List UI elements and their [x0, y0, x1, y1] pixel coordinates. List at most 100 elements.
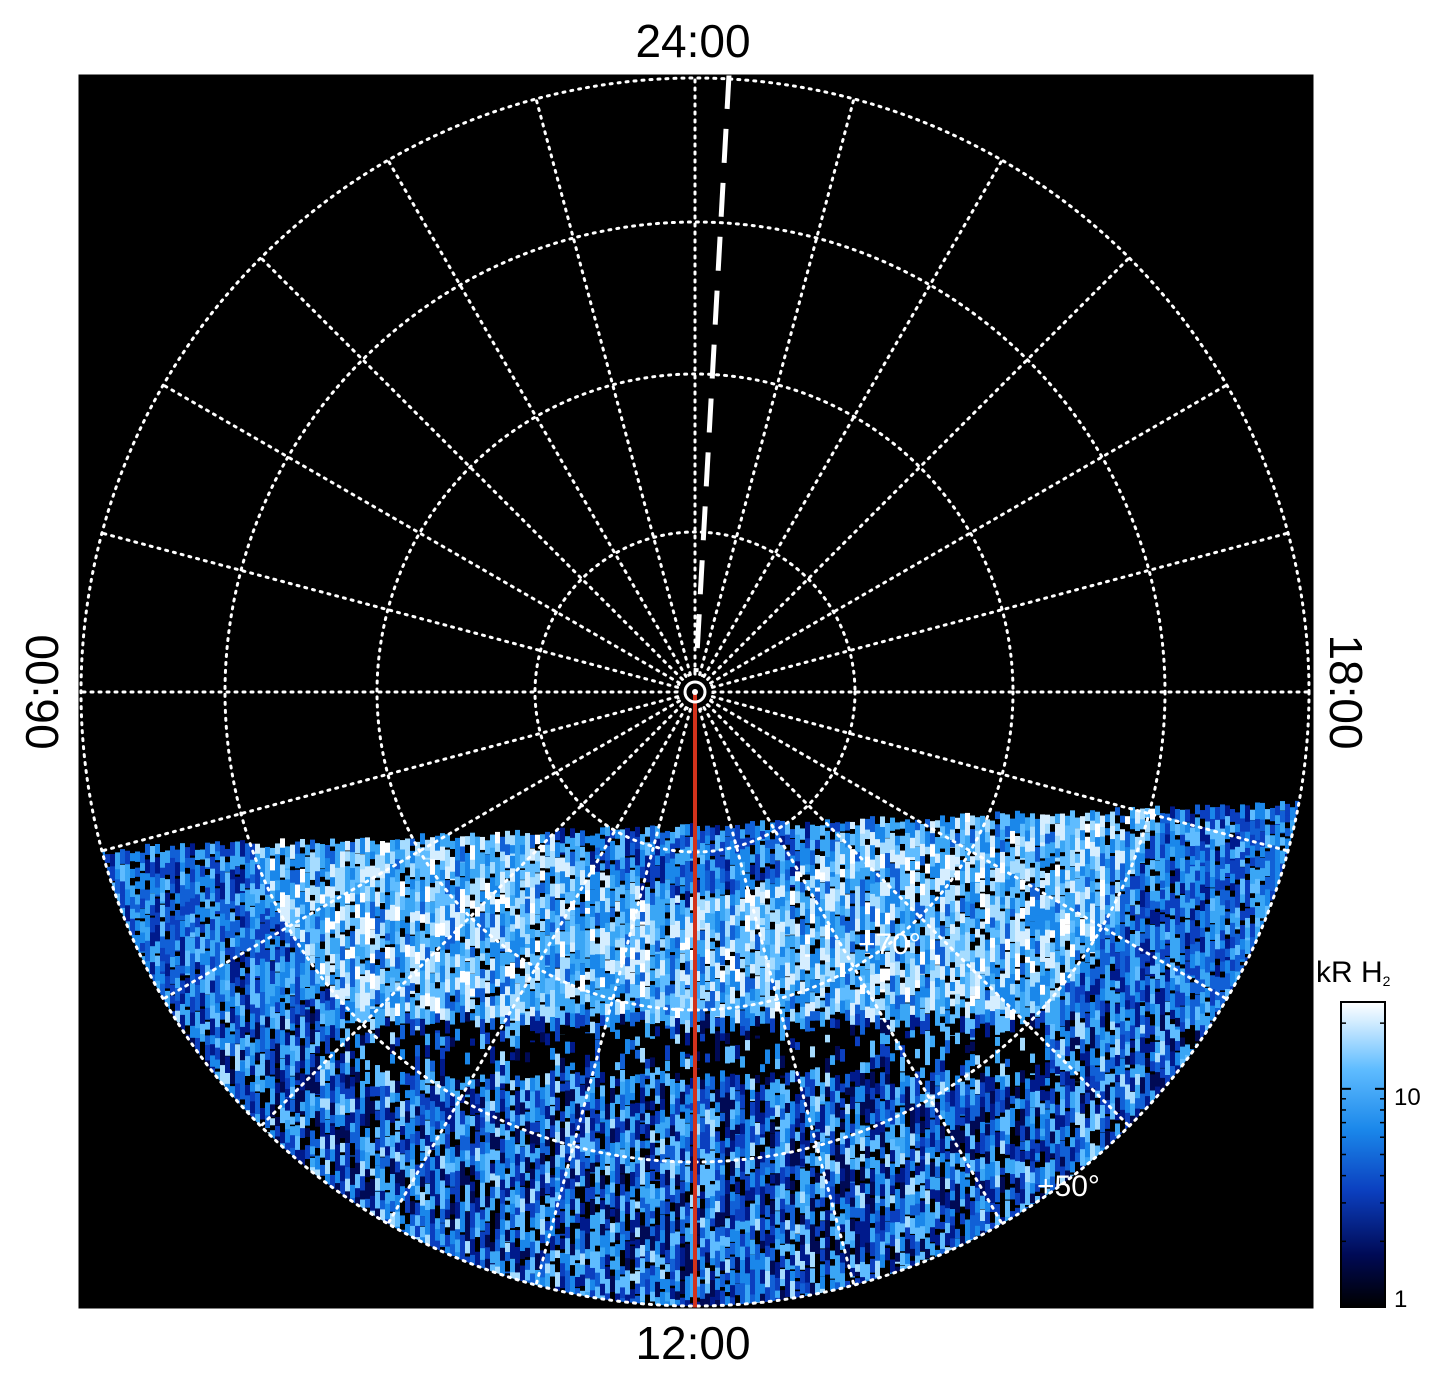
emission-cell: [415, 1307, 420, 1331]
emission-cell: [380, 1072, 385, 1087]
emission-cell: [500, 1123, 505, 1136]
emission-cell: [715, 1250, 720, 1270]
emission-cell: [220, 1023, 225, 1048]
emission-cell: [425, 1033, 430, 1048]
emission-cell: [725, 1194, 730, 1209]
emission-cell: [450, 1244, 455, 1257]
emission-cell: [310, 900, 315, 911]
emission-cell: [365, 1060, 370, 1070]
emission-cell: [700, 886, 705, 897]
emission-cell: [450, 1172, 455, 1187]
emission-cell: [570, 1028, 575, 1037]
emission-cell: [720, 1042, 725, 1067]
emission-cell: [550, 1016, 555, 1032]
emission-cell: [645, 1084, 650, 1097]
emission-cell: [620, 1174, 625, 1189]
emission-cell: [465, 1115, 470, 1128]
emission-cell: [700, 1191, 705, 1199]
emission-cell: [435, 961, 440, 982]
emission-cell: [480, 1219, 485, 1231]
emission-cell: [210, 1005, 215, 1032]
emission-cell: [510, 1080, 515, 1091]
emission-cell: [620, 1234, 625, 1253]
emission-cell: [435, 908, 440, 932]
emission-cell: [750, 1172, 755, 1196]
emission-cell: [305, 1145, 310, 1162]
emission-cell: [380, 968, 385, 993]
emission-cell: [700, 920, 705, 929]
emission-cell: [315, 1155, 320, 1180]
emission-cell: [740, 1283, 745, 1301]
emission-cell: [685, 846, 690, 862]
emission-cell: [220, 856, 225, 882]
emission-cell: [545, 1006, 550, 1031]
emission-cell: [260, 1053, 265, 1064]
emission-cell: [665, 1014, 670, 1026]
emission-cell: [420, 930, 425, 945]
emission-cell: [450, 840, 455, 849]
emission-cell: [195, 985, 200, 1011]
emission-cell: [490, 1005, 495, 1024]
emission-cell: [310, 955, 315, 964]
emission-cell: [390, 933, 395, 945]
emission-cell: [440, 1120, 445, 1130]
emission-cell: [335, 938, 340, 965]
emission-cell: [405, 1187, 410, 1206]
emission-cell: [670, 869, 675, 884]
emission-cell: [330, 965, 335, 973]
emission-cell: [485, 1054, 490, 1066]
emission-cell: [660, 1269, 665, 1281]
emission-cell: [540, 855, 545, 869]
emission-cell: [275, 1105, 280, 1120]
emission-cell: [445, 866, 450, 879]
emission-cell: [735, 1283, 740, 1296]
emission-cell: [475, 1131, 480, 1149]
emission-cell: [695, 1134, 700, 1152]
emission-cell: [615, 960, 620, 983]
emission-cell: [330, 1102, 335, 1126]
emission-cell: [695, 849, 700, 858]
emission-cell: [610, 1192, 615, 1208]
emission-cell: [755, 1276, 760, 1297]
emission-cell: [655, 1026, 660, 1038]
emission-cell: [370, 1018, 375, 1030]
emission-cell: [630, 1246, 635, 1272]
emission-cell: [325, 1000, 330, 1014]
emission-cell: [570, 915, 575, 927]
emission-cell: [400, 1169, 405, 1196]
emission-cell: [295, 1136, 300, 1152]
emission-cell: [610, 959, 615, 984]
emission-cell: [665, 1029, 670, 1048]
emission-cell: [730, 1175, 735, 1185]
emission-cell: [335, 1154, 340, 1174]
emission-cell: [545, 1172, 550, 1185]
emission-cell: [290, 1116, 295, 1125]
emission-cell: [740, 1269, 745, 1287]
emission-cell: [200, 936, 205, 963]
emission-cell: [755, 988, 760, 1004]
emission-cell: [560, 1238, 565, 1250]
emission-cell: [345, 904, 350, 929]
emission-cell: [635, 849, 640, 872]
emission-cell: [235, 866, 240, 875]
emission-cell: [455, 977, 460, 994]
emission-cell: [410, 1307, 415, 1333]
emission-cell: [210, 856, 215, 872]
emission-cell: [605, 1003, 610, 1024]
emission-cell: [565, 1055, 570, 1075]
emission-cell: [420, 1079, 425, 1091]
emission-cell: [605, 932, 610, 954]
emission-cell: [445, 894, 450, 908]
emission-cell: [440, 922, 445, 937]
emission-cell: [390, 864, 395, 879]
emission-cell: [425, 1222, 430, 1246]
emission-cell: [435, 864, 440, 886]
emission-cell: [185, 1009, 190, 1032]
emission-cell: [520, 1161, 525, 1182]
emission-cell: [755, 854, 760, 876]
emission-cell: [295, 1072, 300, 1081]
emission-cell: [480, 877, 485, 891]
emission-cell: [695, 1123, 700, 1146]
emission-cell: [595, 1098, 600, 1111]
emission-cell: [565, 1284, 570, 1296]
